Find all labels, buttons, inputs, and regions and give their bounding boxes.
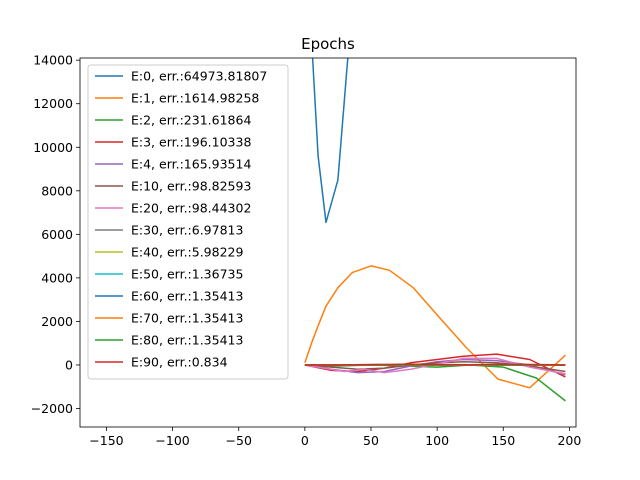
legend-label-10: E:60, err.:1.35413 (131, 289, 243, 304)
x-tick-label-1: −100 (155, 433, 189, 448)
legend-label-7: E:30, err.:6.97813 (131, 223, 243, 238)
legend-label-11: E:70, err.:1.35413 (131, 311, 243, 326)
x-tick-label-0: −150 (89, 433, 123, 448)
x-tick-label-2: −50 (226, 433, 252, 448)
legend-label-5: E:10, err.:98.82593 (131, 179, 251, 194)
x-tick-label-6: 150 (491, 433, 515, 448)
y-tick-label-6: 10000 (33, 140, 73, 155)
legend: E:0, err.:64973.81807 E:1, err.:1614.9825… (87, 64, 289, 380)
legend-label-12: E:80, err.:1.35413 (131, 333, 243, 348)
series-line-0 (311, 58, 349, 224)
legend-label-8: E:40, err.:5.98229 (131, 245, 243, 260)
axes-layer: −150 −100 −50 0 50 100 150 200 −2000 0 2000 4000 600… (31, 53, 582, 448)
x-tick-label-4: 50 (363, 433, 379, 448)
chart-title: Epochs (301, 35, 355, 53)
y-tick-label-2: 2000 (41, 314, 73, 329)
legend-label-9: E:50, err.:1.36735 (131, 267, 243, 282)
y-tick-label-1: 0 (65, 357, 73, 372)
x-tick-label-7: 200 (557, 433, 581, 448)
y-tick-label-3: 4000 (41, 270, 73, 285)
legend-label-3: E:3, err.:196.10338 (131, 135, 251, 150)
y-tick-label-7: 12000 (33, 96, 73, 111)
legend-label-0: E:0, err.:64973.81807 (131, 69, 267, 84)
legend-label-2: E:2, err.:231.61864 (131, 113, 251, 128)
y-tick-label-0: −2000 (31, 401, 73, 416)
legend-label-13: E:90, err.:0.834 (131, 355, 228, 370)
y-tick-label-8: 14000 (33, 53, 73, 68)
plot-frame (79, 57, 577, 428)
series-line-6 (304, 357, 566, 375)
legend-label-6: E:20, err.:98.44302 (131, 201, 251, 216)
series-line-1 (304, 265, 566, 389)
legend-label-4: E:4, err.:165.93514 (131, 157, 251, 172)
legend-box (87, 64, 289, 380)
x-tick-label-5: 100 (425, 433, 449, 448)
series-layer (304, 58, 566, 402)
y-tick-label-5: 8000 (41, 183, 73, 198)
y-tick-label-4: 6000 (41, 227, 73, 242)
series-line-13 (304, 363, 566, 366)
legend-label-1: E:1, err.:1614.98258 (131, 91, 259, 106)
x-tick-label-3: 0 (301, 433, 309, 448)
